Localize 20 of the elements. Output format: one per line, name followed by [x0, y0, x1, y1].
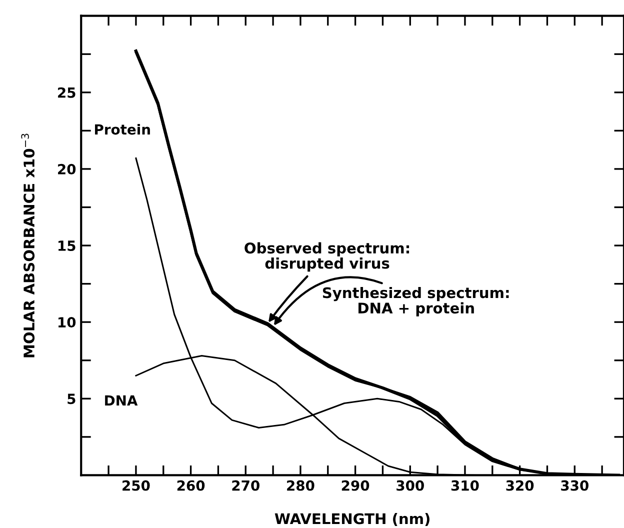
- x-tick-label: 250: [122, 480, 150, 491]
- annotation: Protein: [95, 124, 150, 135]
- x-tick-label: 310: [451, 480, 479, 491]
- y-axis-title: MOLAR ABSORBANCE x10$^{−3}$: [21, 134, 35, 358]
- x-tick-label: 320: [506, 480, 534, 491]
- y-tick-label: 15: [58, 240, 76, 251]
- y-tick-label: 10: [58, 317, 76, 328]
- annotation: Observed spectrum: disrupted virus: [244, 242, 410, 272]
- x-tick-label: 330: [561, 480, 588, 491]
- x-axis-title: WAVELENGTH (nm): [274, 512, 430, 526]
- y-tick-label: 5: [68, 394, 76, 404]
- x-tick-label: 290: [342, 480, 370, 491]
- x-tick-label: 300: [396, 480, 424, 491]
- annotation: Synthesized spectrum: DNA + protein: [322, 286, 509, 316]
- x-tick-label: 260: [177, 480, 205, 491]
- x-tick-label: 280: [287, 480, 314, 491]
- y-tick-label: 20: [58, 164, 76, 174]
- y-tick-label: 25: [58, 87, 76, 98]
- annotation: DNA: [105, 395, 138, 406]
- x-tick-label: 270: [232, 480, 260, 491]
